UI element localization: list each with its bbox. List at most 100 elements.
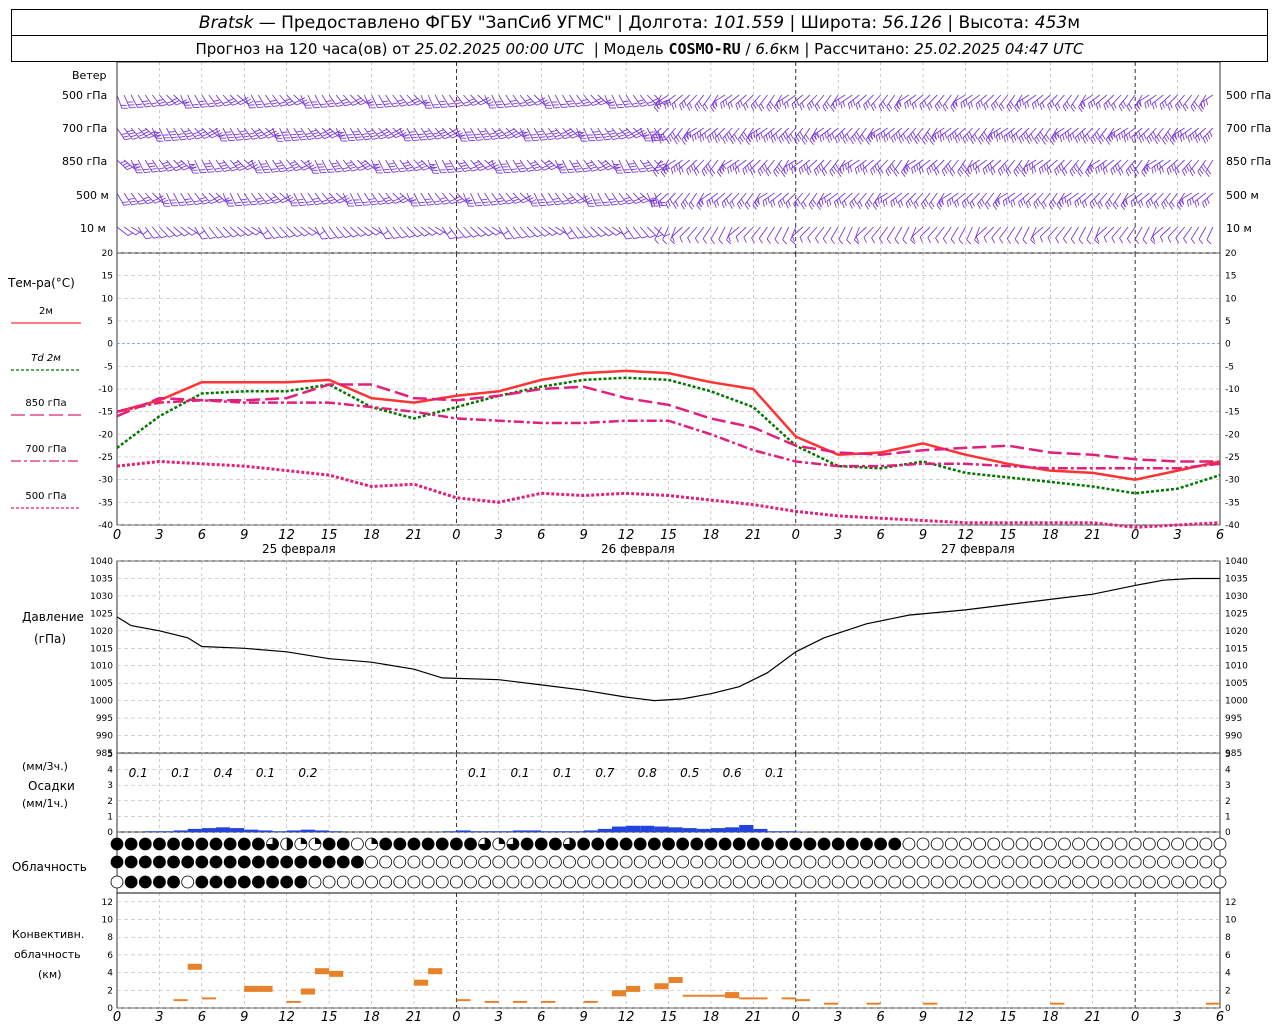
- wind-barb-staff: [399, 192, 411, 203]
- wind-barb-feather: [1118, 169, 1122, 176]
- wind-barb-feather: [903, 167, 906, 174]
- wind-barb: [709, 159, 719, 177]
- wind-barb-feather: [237, 165, 244, 169]
- cloud-symbol-outline: [647, 875, 661, 889]
- cloud-symbol-fill: [209, 876, 222, 888]
- wind-barb-feather: [1156, 136, 1160, 142]
- cloud-symbol: [563, 855, 576, 869]
- wind-barb: [1038, 159, 1051, 175]
- wind-barb-feather: [962, 163, 967, 170]
- wind-barb-feather: [1096, 236, 1100, 243]
- wind-barb-feather: [1134, 238, 1140, 245]
- wind-barb-staff: [1195, 127, 1207, 138]
- wind-barb-staff: [137, 159, 145, 173]
- wind-barb-feather: [1024, 102, 1027, 109]
- wind-barb-feather: [1036, 136, 1040, 142]
- wind-barb: [1031, 94, 1044, 110]
- wind-barb-feather: [626, 133, 633, 137]
- precip-bar: [456, 830, 471, 832]
- wind-barb-feather: [352, 130, 359, 133]
- wind-barb-feather: [296, 102, 303, 106]
- wind-barb-feather: [618, 134, 625, 138]
- wind-barb: [491, 226, 509, 235]
- wind-barb-feather: [205, 165, 212, 168]
- cloud-symbol: [1128, 855, 1142, 869]
- wind-barb-feather: [301, 99, 308, 103]
- temp-ytick-right: -35: [1225, 498, 1240, 508]
- wind-barb-feather: [816, 103, 821, 109]
- wind-barb: [865, 127, 875, 145]
- wind-barb-feather: [955, 100, 958, 107]
- wind-barb-feather: [1188, 163, 1192, 170]
- wind-barb-feather: [1159, 236, 1164, 243]
- wind-barb-feather: [245, 98, 252, 103]
- wind-barb-feather: [233, 160, 240, 164]
- wind-barb-feather: [936, 204, 941, 210]
- wind-barb-staff: [1146, 127, 1157, 139]
- cloud-symbol-fill: [181, 856, 194, 868]
- wind-barb-staff: [1025, 192, 1037, 204]
- wind-barb-feather: [380, 136, 387, 140]
- wind-barb: [1167, 226, 1178, 243]
- cloud-symbol: [1043, 837, 1057, 851]
- wind-barb-feather: [1125, 198, 1128, 205]
- wind-barb-feather: [586, 161, 593, 165]
- wind-barb: [680, 192, 691, 210]
- wind-barb-feather: [878, 238, 883, 244]
- wind-barb-staff: [512, 94, 522, 107]
- cloud-symbol-outline: [435, 875, 449, 889]
- alt-unit: м: [1067, 12, 1081, 33]
- wind-barb-feather: [482, 201, 489, 204]
- wind-barb-feather: [1092, 136, 1096, 142]
- wind-barb-staff: [894, 226, 903, 240]
- wind-barb-feather: [1130, 201, 1133, 208]
- wind-barb: [983, 226, 995, 243]
- wind-barb-feather: [151, 102, 158, 105]
- temp-xtick: 12: [278, 528, 295, 543]
- wind-barb-feather: [1161, 166, 1164, 173]
- wind-barb-feather: [887, 168, 892, 174]
- wind-barb-feather: [1043, 201, 1047, 207]
- wind-barb: [152, 192, 169, 204]
- wind-barb: [399, 159, 414, 172]
- wind-barb: [201, 94, 216, 108]
- wind-barb: [364, 94, 376, 109]
- cloud-symbol: [775, 855, 789, 869]
- wind-barb-feather: [799, 131, 804, 138]
- wind-barb-feather: [270, 196, 277, 200]
- wind-barb-feather: [305, 132, 312, 135]
- wind-barb-feather: [497, 200, 504, 203]
- wind-barb-feather: [807, 237, 811, 244]
- wind-barb-staff: [342, 127, 350, 141]
- cloud-symbol: [959, 855, 972, 869]
- precip-3h-label: 0.1: [171, 766, 190, 780]
- temp-ytick-right: 5: [1225, 317, 1231, 327]
- wind-barb-feather: [1142, 239, 1148, 245]
- wind-barb-staff: [540, 226, 553, 236]
- wind-barb: [399, 226, 415, 238]
- pressure-ytick-right: 995: [1225, 714, 1242, 724]
- wind-barb-feather: [1039, 131, 1044, 138]
- wind-barb-feather: [878, 134, 881, 141]
- wind-barb-feather: [198, 100, 205, 103]
- wind-barb-feather: [256, 103, 263, 106]
- wind-barb-staff: [662, 226, 669, 240]
- wind-barb: [1136, 94, 1150, 109]
- wind-barb-feather: [1089, 163, 1095, 170]
- wind-barb: [743, 94, 754, 111]
- wind-barb: [883, 127, 896, 143]
- conv-label-2: облачность: [14, 948, 81, 961]
- wind-barb-staff: [272, 226, 282, 239]
- wind-barb: [954, 192, 966, 208]
- wind-barb-feather: [239, 167, 246, 171]
- wind-barb-feather: [1049, 102, 1053, 109]
- wind-barb-staff: [666, 127, 676, 139]
- wind-barb-staff: [1102, 159, 1115, 170]
- wind-barb-feather: [701, 134, 705, 141]
- wind-barb-feather: [890, 137, 894, 144]
- cloud-symbol: [647, 855, 661, 869]
- wind-barb-feather: [178, 162, 185, 167]
- cloud-symbol: [831, 875, 845, 889]
- wind-barb-staff: [187, 159, 194, 174]
- wind-barb: [519, 159, 535, 172]
